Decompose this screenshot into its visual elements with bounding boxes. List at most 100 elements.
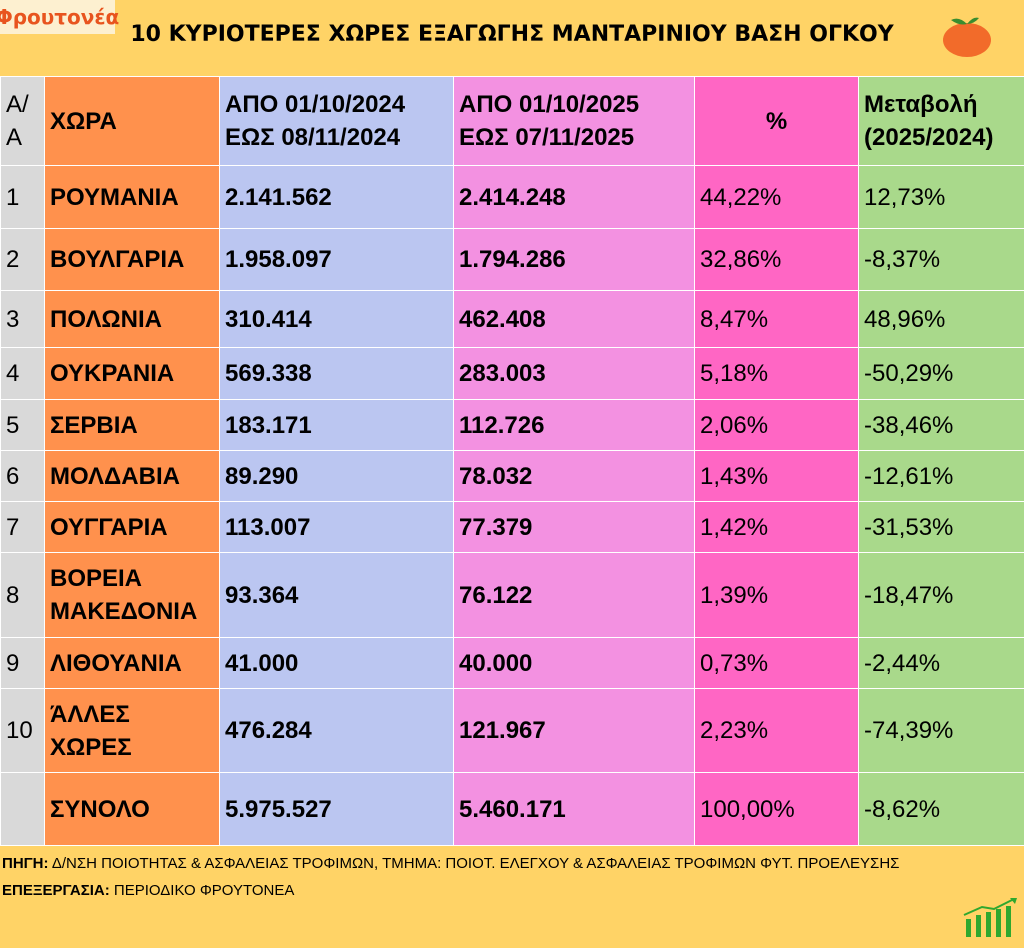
row-country: ΟΥΓΓΑΡΙΑ xyxy=(44,501,220,553)
header-percent: % xyxy=(694,76,859,166)
row-value-2024: 476.284 xyxy=(219,688,454,773)
row-country: ΒΟΡΕΙΑ ΜΑΚΕΔΟΝΙΑ xyxy=(44,552,220,638)
row-value-2025: 1.794.286 xyxy=(453,228,695,291)
row-country: ΆΛΛΕΣ ΧΩΡΕΣ xyxy=(44,688,220,773)
row-change: -18,47% xyxy=(858,552,1024,638)
row-value-2025: 77.379 xyxy=(453,501,695,553)
row-aa: 6 xyxy=(0,450,45,502)
row-change: -2,44% xyxy=(858,637,1024,689)
row-aa xyxy=(0,772,45,846)
header-period-2025-from: ΑΠΟ 01/10/2025 xyxy=(459,91,640,118)
table-row: 2 ΒΟΥΛΓΑΡΙΑ 1.958.097 1.794.286 32,86% -8,37% xyxy=(0,228,1024,291)
table-row: 10 ΆΛΛΕΣ ΧΩΡΕΣ 476.284 121.967 2,23% -74,39% xyxy=(0,688,1024,773)
row-aa: 3 xyxy=(0,290,45,348)
row-percent: 44,22% xyxy=(694,165,859,229)
logo: Φρουτονέα xyxy=(0,0,119,34)
row-country: ΠΟΛΩΝΙΑ xyxy=(44,290,220,348)
table-row: 8 ΒΟΡΕΙΑ ΜΑΚΕΔΟΝΙΑ 93.364 76.122 1,39% -18,47… xyxy=(0,552,1024,638)
row-percent: 32,86% xyxy=(694,228,859,291)
header-period-2024-to: ΕΩΣ 08/11/2024 xyxy=(225,124,401,151)
row-value-2024: 5.975.527 xyxy=(219,772,454,846)
row-value-2024: 89.290 xyxy=(219,450,454,502)
row-change: -50,29% xyxy=(858,347,1024,400)
row-aa: 1 xyxy=(0,165,45,229)
row-country: ΛΙΘΟΥΑΝΙΑ xyxy=(44,637,220,689)
row-change: -31,53% xyxy=(858,501,1024,553)
table-row: 4 ΟΥΚΡΑΝΙΑ 569.338 283.003 5,18% -50,29% xyxy=(0,347,1024,400)
row-value-2024: 1.958.097 xyxy=(219,228,454,291)
table-row: 3 ΠΟΛΩΝΙΑ 310.414 462.408 8,47% 48,96% xyxy=(0,290,1024,348)
row-value-2024: 183.171 xyxy=(219,399,454,451)
processing-text: ΠΕΡΙΟΔΙΚΟ ΦΡΟΥΤΟΝΕΑ xyxy=(113,882,295,899)
row-change: 12,73% xyxy=(858,165,1024,229)
row-percent: 1,42% xyxy=(694,501,859,553)
row-value-2025: 5.460.171 xyxy=(453,772,695,846)
row-aa: 8 xyxy=(0,552,45,638)
row-change: -8,37% xyxy=(858,228,1024,291)
table-row: 5 ΣΕΡΒΙΑ 183.171 112.726 2,06% -38,46% xyxy=(0,399,1024,451)
source-label: ΠΗΓΗ: xyxy=(2,855,49,872)
row-value-2024: 569.338 xyxy=(219,347,454,400)
table-row: 9 ΛΙΘΟΥΑΝΙΑ 41.000 40.000 0,73% -2,44% xyxy=(0,637,1024,689)
row-aa: 4 xyxy=(0,347,45,400)
row-value-2024: 41.000 xyxy=(219,637,454,689)
header-period-2024: ΑΠΟ 01/10/2024 ΕΩΣ 08/11/2024 xyxy=(219,76,454,166)
row-value-2025: 76.122 xyxy=(453,552,695,638)
row-aa: 10 xyxy=(0,688,45,773)
row-change: -12,61% xyxy=(858,450,1024,502)
header-aa: Α/Α xyxy=(0,76,45,166)
header-country: ΧΩΡΑ xyxy=(44,76,220,166)
row-change: -38,46% xyxy=(858,399,1024,451)
row-country: ΣΕΡΒΙΑ xyxy=(44,399,220,451)
export-table: Α/Α ΧΩΡΑ ΑΠΟ 01/10/2024 ΕΩΣ 08/11/2024 ΑΠ… xyxy=(0,76,1024,846)
header-change-years: (2025/2024) xyxy=(864,124,994,151)
table-row: 7 ΟΥΓΓΑΡΙΑ 113.007 77.379 1,42% -31,53% xyxy=(0,501,1024,553)
row-percent: 2,23% xyxy=(694,688,859,773)
row-value-2025: 40.000 xyxy=(453,637,695,689)
header-period-2024-from: ΑΠΟ 01/10/2024 xyxy=(225,91,406,118)
source-line: ΠΗΓΗ: Δ/ΝΣΗ ΠΟΙΟΤΗΤΑΣ & ΑΣΦΑΛΕΙΑΣ ΤΡΟΦΙΜ… xyxy=(2,850,1002,877)
row-value-2024: 310.414 xyxy=(219,290,454,348)
row-country: ΣΥΝΟΛΟ xyxy=(44,772,220,846)
growth-chart-icon xyxy=(963,898,1017,937)
row-value-2024: 2.141.562 xyxy=(219,165,454,229)
source-text: Δ/ΝΣΗ ΠΟΙΟΤΗΤΑΣ & ΑΣΦΑΛΕΙΑΣ ΤΡΟΦΙΜΩΝ, ΤΜ… xyxy=(51,855,900,872)
row-value-2025: 78.032 xyxy=(453,450,695,502)
header-row: Α/Α ΧΩΡΑ ΑΠΟ 01/10/2024 ΕΩΣ 08/11/2024 ΑΠ… xyxy=(0,76,1024,166)
row-value-2025: 112.726 xyxy=(453,399,695,451)
row-percent: 5,18% xyxy=(694,347,859,400)
header-period-2025-to: ΕΩΣ 07/11/2025 xyxy=(459,124,635,151)
row-percent: 0,73% xyxy=(694,637,859,689)
header-period-2025: ΑΠΟ 01/10/2025 ΕΩΣ 07/11/2025 xyxy=(453,76,695,166)
total-row: ΣΥΝΟΛΟ 5.975.527 5.460.171 100,00% -8,62% xyxy=(0,772,1024,846)
table-row: 6 ΜΟΛΔΑΒΙΑ 89.290 78.032 1,43% -12,61% xyxy=(0,450,1024,502)
row-change: -74,39% xyxy=(858,688,1024,773)
row-country: ΜΟΛΔΑΒΙΑ xyxy=(44,450,220,502)
table-row: 1 ΡΟΥΜΑΝΙΑ 2.141.562 2.414.248 44,22% 12,73% xyxy=(0,165,1024,229)
tangerine-icon xyxy=(943,17,991,57)
processing-line: ΕΠΕΞΕΡΓΑΣΙΑ: ΠΕΡΙΟΔΙΚΟ ΦΡΟΥΤΟΝΕΑ xyxy=(2,877,1002,904)
row-percent: 2,06% xyxy=(694,399,859,451)
row-aa: 9 xyxy=(0,637,45,689)
row-country: ΒΟΥΛΓΑΡΙΑ xyxy=(44,228,220,291)
row-country: ΟΥΚΡΑΝΙΑ xyxy=(44,347,220,400)
row-value-2025: 121.967 xyxy=(453,688,695,773)
row-aa: 2 xyxy=(0,228,45,291)
row-percent: 1,39% xyxy=(694,552,859,638)
footer: ΠΗΓΗ: Δ/ΝΣΗ ΠΟΙΟΤΗΤΑΣ & ΑΣΦΑΛΕΙΑΣ ΤΡΟΦΙΜ… xyxy=(2,850,1002,904)
row-country: ΡΟΥΜΑΝΙΑ xyxy=(44,165,220,229)
row-aa: 7 xyxy=(0,501,45,553)
row-change: -8,62% xyxy=(858,772,1024,846)
processing-label: ΕΠΕΞΕΡΓΑΣΙΑ: xyxy=(2,882,110,899)
row-change: 48,96% xyxy=(858,290,1024,348)
header-change-label: Μεταβολή xyxy=(864,91,978,118)
row-percent: 8,47% xyxy=(694,290,859,348)
row-value-2025: 462.408 xyxy=(453,290,695,348)
row-percent: 1,43% xyxy=(694,450,859,502)
row-percent: 100,00% xyxy=(694,772,859,846)
page-title: 10 ΚΥΡΙΟΤΕΡΕΣ ΧΩΡΕΣ ΕΞΑΓΩΓΗΣ ΜΑΝΤΑΡΙΝΙΟΥ… xyxy=(130,22,894,47)
row-value-2024: 113.007 xyxy=(219,501,454,553)
row-value-2025: 283.003 xyxy=(453,347,695,400)
row-value-2024: 93.364 xyxy=(219,552,454,638)
logo-text: Φρουτονέα xyxy=(0,5,120,29)
